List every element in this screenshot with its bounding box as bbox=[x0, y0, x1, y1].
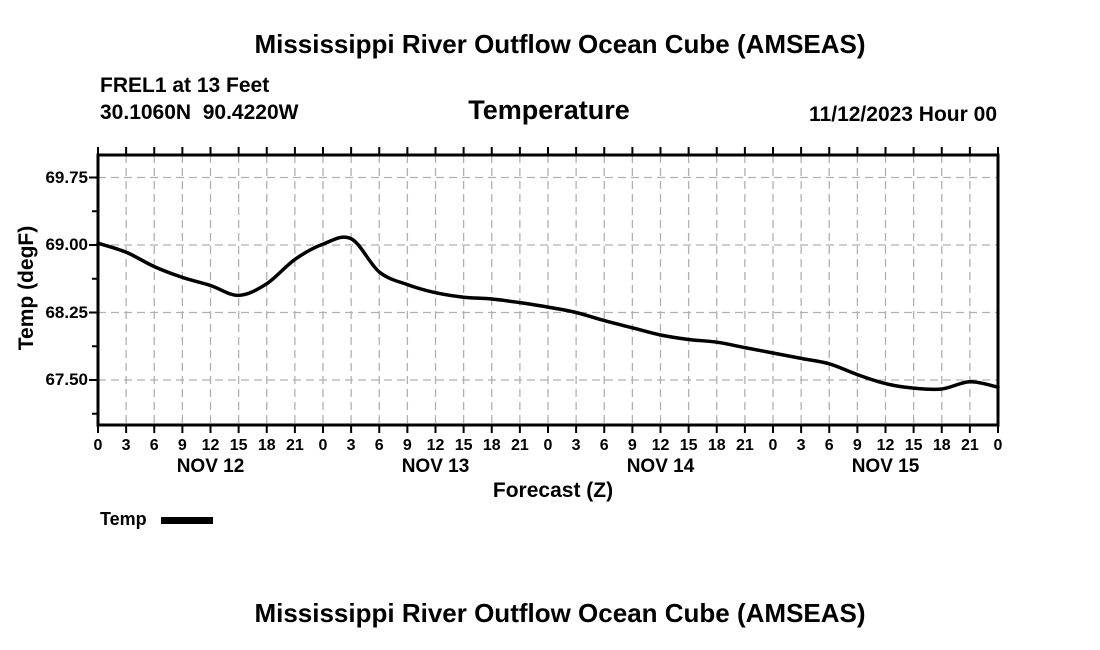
x-tick-label: 12 bbox=[651, 437, 670, 454]
x-tick-label: 0 bbox=[993, 437, 1003, 454]
plot-frame bbox=[96, 153, 1000, 427]
x-tick-label: 12 bbox=[426, 437, 445, 454]
x-tick-label: 9 bbox=[177, 437, 187, 454]
x-tick-label: 12 bbox=[201, 437, 220, 454]
y-tick-label: 69.00 bbox=[45, 235, 88, 254]
x-tick-label: 6 bbox=[149, 437, 159, 454]
x-tick-label: 9 bbox=[852, 437, 862, 454]
temp-curve bbox=[96, 235, 1000, 392]
station-name-label: FREL1 at 13 Feet bbox=[100, 74, 270, 97]
x-tick-label: 15 bbox=[229, 437, 248, 454]
x-tick-label: 21 bbox=[285, 437, 304, 454]
x-tick-label: 9 bbox=[402, 437, 412, 454]
x-tick-label: 18 bbox=[482, 437, 501, 454]
x-tick-label: 3 bbox=[121, 437, 131, 454]
x-tick-label: 6 bbox=[374, 437, 384, 454]
x-tick-label: 0 bbox=[543, 437, 553, 454]
day-label: NOV 13 bbox=[401, 456, 470, 477]
x-tick-label: 15 bbox=[454, 437, 473, 454]
y-tick-label: 67.50 bbox=[45, 370, 88, 389]
x-tick-label: 21 bbox=[735, 437, 754, 454]
day-label: NOV 15 bbox=[851, 456, 920, 477]
day-label: NOV 12 bbox=[176, 456, 245, 477]
x-tick-label: 12 bbox=[876, 437, 895, 454]
x-tick-label: 0 bbox=[768, 437, 778, 454]
next-chart-title: Mississippi River Outflow Ocean Cube (AM… bbox=[254, 598, 866, 628]
legend-label: Temp bbox=[100, 509, 147, 529]
y-tick-label: 68.25 bbox=[45, 302, 88, 322]
x-tick-label: 3 bbox=[571, 437, 581, 454]
x-tick-label: 9 bbox=[627, 437, 637, 454]
x-tick-label: 6 bbox=[824, 437, 834, 454]
x-tick-label: 3 bbox=[796, 437, 806, 454]
x-tick-label: 0 bbox=[318, 437, 328, 454]
x-tick-label: 15 bbox=[679, 437, 698, 454]
run-date-label: 11/12/2023 Hour 00 bbox=[809, 103, 997, 126]
x-tick-label: 21 bbox=[960, 437, 979, 454]
x-tick-label: 18 bbox=[257, 437, 276, 454]
x-axis-title: Forecast (Z) bbox=[492, 479, 614, 502]
legend-line-swatch bbox=[161, 517, 213, 524]
x-tick-label: 0 bbox=[93, 437, 103, 454]
y-tick-label: 69.75 bbox=[45, 167, 88, 187]
page-title: Mississippi River Outflow Ocean Cube (AM… bbox=[254, 29, 866, 59]
x-tick-label: 18 bbox=[932, 437, 951, 454]
day-label: NOV 14 bbox=[626, 456, 695, 477]
x-tick-label: 3 bbox=[346, 437, 356, 454]
x-tick-label: 21 bbox=[510, 437, 529, 454]
x-tick-label: 6 bbox=[599, 437, 609, 454]
station-coordinates-label: 30.1060N 90.4220W bbox=[100, 101, 299, 124]
panel-title: Temperature bbox=[468, 95, 630, 125]
x-tick-label: 18 bbox=[707, 437, 726, 454]
x-tick-label: 15 bbox=[904, 437, 923, 454]
